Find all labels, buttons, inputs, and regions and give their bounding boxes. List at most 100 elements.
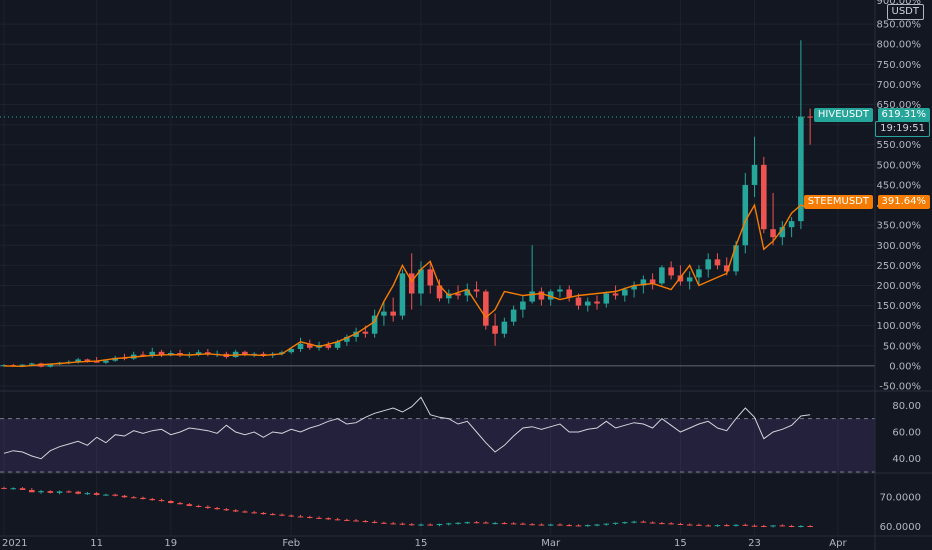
price-tick-label: 500.00% xyxy=(877,160,922,171)
hive-candle xyxy=(93,361,100,363)
lower-candle xyxy=(464,522,471,524)
hive-candle xyxy=(733,245,739,272)
hive-candle xyxy=(575,297,582,306)
lower-candle xyxy=(149,498,156,501)
hive-candle xyxy=(751,164,758,185)
lower-candle xyxy=(473,522,480,524)
hive-candle xyxy=(538,291,545,300)
lower-candle xyxy=(538,524,545,526)
lower-tick-label: 70.0000 xyxy=(880,493,921,504)
hive-candle xyxy=(529,291,535,302)
lower-candle xyxy=(168,501,174,504)
rsi-pane[interactable] xyxy=(0,396,875,473)
hive-candle xyxy=(779,227,786,238)
lower-candle xyxy=(93,493,100,495)
price-tick-label: 0.00% xyxy=(889,361,921,372)
hive-candle xyxy=(260,353,267,356)
price-tick-label: 900.00% xyxy=(877,0,922,7)
lower-candle xyxy=(316,517,322,519)
lower-candle xyxy=(779,525,786,527)
lower-candle xyxy=(455,522,461,524)
lower-candle xyxy=(251,512,257,514)
lower-candle xyxy=(381,522,387,524)
lower-candle xyxy=(445,523,452,525)
lower-candle xyxy=(260,512,267,515)
lower-candle xyxy=(334,519,341,521)
lower-indicator-pane[interactable] xyxy=(1,486,813,528)
price-tick-label: 50.00% xyxy=(883,341,921,352)
price-tick-label: 300.00% xyxy=(877,241,922,252)
hive-candle xyxy=(612,293,619,296)
lower-candle xyxy=(751,525,758,527)
price-tick-label: 150.00% xyxy=(877,301,922,312)
lower-candle xyxy=(130,497,137,499)
price-tick-label: 650.00% xyxy=(877,100,922,111)
lower-candle xyxy=(56,491,63,493)
lower-candle xyxy=(510,523,517,525)
price-tick-label: 800.00% xyxy=(877,40,922,51)
lower-candle xyxy=(501,523,508,525)
hive-candle xyxy=(668,267,674,276)
rsi-tick-label: 60.00 xyxy=(892,428,921,439)
lower-candle xyxy=(362,521,369,523)
rsi-line xyxy=(3,396,811,460)
hive-candle xyxy=(455,293,461,296)
hive-candle xyxy=(464,289,471,296)
lower-candle xyxy=(75,491,81,494)
lower-candle xyxy=(140,497,146,499)
lower-candle xyxy=(492,523,498,525)
hive-candle xyxy=(297,343,304,349)
hive-value-badge: 619.31% xyxy=(877,108,930,122)
hive-candle xyxy=(696,269,702,278)
lower-candle xyxy=(547,524,554,526)
lower-candle xyxy=(306,516,313,518)
time-tick-label: 2021 xyxy=(2,538,27,549)
lower-candle xyxy=(761,525,767,527)
lower-candle xyxy=(742,524,749,526)
lower-candle xyxy=(594,524,600,526)
hive-candle xyxy=(640,279,647,286)
hive-candle xyxy=(649,279,656,284)
hive-candle xyxy=(723,265,730,272)
lower-candle xyxy=(47,491,54,493)
lower-candle xyxy=(371,521,378,523)
price-tick-label: 750.00% xyxy=(877,60,922,71)
lower-candle xyxy=(557,524,563,526)
hive-candle xyxy=(418,269,424,294)
rsi-band xyxy=(0,418,875,472)
hive-candle xyxy=(242,351,248,355)
lower-candle xyxy=(19,488,26,490)
time-tick-label: 19 xyxy=(164,538,177,549)
time-tick-label: 11 xyxy=(90,538,103,549)
hive-candle xyxy=(603,293,610,304)
lower-candle xyxy=(1,487,7,489)
lower-candle xyxy=(770,525,776,527)
lower-candle xyxy=(696,524,702,526)
hive-candle xyxy=(371,315,378,334)
currency-label[interactable]: USDT xyxy=(886,4,924,20)
hive-timer-badge: 19:19:51 xyxy=(875,121,930,137)
main-price-pane[interactable] xyxy=(0,40,875,368)
lower-candle xyxy=(353,520,359,522)
hive-candle xyxy=(788,221,795,228)
lower-candle xyxy=(288,515,295,517)
hive-candle xyxy=(195,352,202,355)
time-tick-label: Apr xyxy=(829,538,847,549)
lower-candle xyxy=(520,523,526,525)
price-tick-label: -50.00% xyxy=(879,381,921,392)
lower-candle xyxy=(214,507,220,510)
lower-candle xyxy=(399,523,406,525)
lower-candle xyxy=(103,494,109,496)
lower-candle xyxy=(269,514,276,516)
hive-candle xyxy=(686,277,693,282)
hive-candle xyxy=(408,273,415,294)
hive-candle xyxy=(714,259,721,266)
lower-candle xyxy=(723,525,730,527)
hive-candle xyxy=(140,354,146,356)
hive-candle xyxy=(742,184,749,246)
hive-candle xyxy=(622,289,628,296)
hive-candle xyxy=(594,301,600,304)
lower-candle xyxy=(733,524,739,526)
lower-candle xyxy=(677,523,684,525)
